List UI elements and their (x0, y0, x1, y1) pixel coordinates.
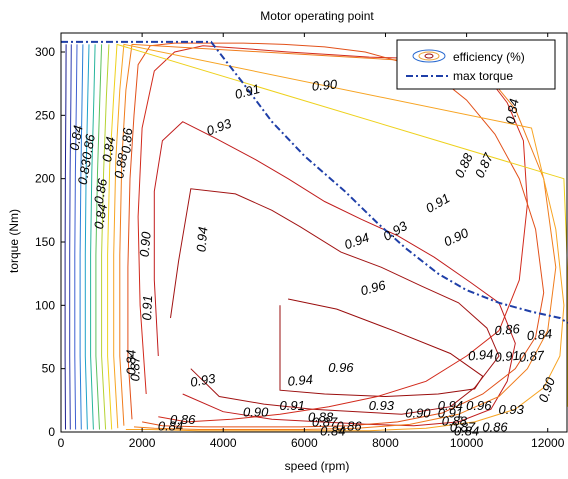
contour-label: 0.91 (280, 398, 305, 413)
contour-line (170, 188, 500, 415)
contour-label: 0.87 (127, 355, 142, 381)
contour-label: 0.94 (287, 372, 314, 389)
contour-label: 0.84 (526, 326, 553, 343)
x-tick-label: 10000 (450, 436, 484, 450)
contour-line (69, 44, 72, 430)
y-tick-label: 100 (35, 298, 55, 312)
contour-label: 0.87 (518, 348, 545, 365)
contour-label: 0.91 (233, 81, 261, 102)
y-tick-label: 200 (35, 172, 55, 186)
contour-line (74, 44, 78, 430)
contour-label: 0.91 (438, 406, 463, 421)
contour-label: 0.86 (79, 132, 98, 160)
legend-contour-icon (412, 49, 446, 63)
contour-label: 0.84 (320, 423, 345, 438)
contour-label: 0.93 (189, 371, 217, 390)
chart-title: Motor operating point (260, 9, 374, 23)
contour-line (95, 44, 103, 430)
contour-label: 0.90 (441, 225, 471, 250)
contour-label: 0.84 (503, 98, 522, 126)
contour-label: 0.90 (137, 230, 154, 257)
contour-label: 0.84 (123, 350, 138, 375)
y-tick-label: 150 (35, 235, 55, 249)
contour-label: 0.88 (308, 410, 334, 425)
axes-frame (60, 32, 568, 433)
contour-label: 0.87 (450, 420, 476, 435)
x-tick-label: 8000 (372, 436, 399, 450)
contour-line (127, 42, 545, 428)
x-tick-label: 2000 (129, 436, 156, 450)
contour-label: 0.91 (423, 190, 452, 216)
contour-label: 0.96 (359, 277, 388, 298)
contour-line (119, 43, 557, 430)
contour-label: 0.84 (67, 124, 86, 152)
contour-line (90, 44, 96, 430)
contour-label: 0.88 (111, 151, 130, 179)
contour-label: 0.94 (467, 346, 494, 363)
contour-label: 0.87 (312, 415, 338, 430)
contour-label: 0.86 (494, 321, 521, 338)
y-tick-label: 300 (35, 45, 55, 59)
contour-line (153, 121, 516, 427)
contour-label: 0.88 (451, 150, 476, 180)
contour-label: 0.90 (311, 77, 338, 94)
contour-label: 0.88 (442, 413, 468, 428)
contour-label: 0.84 (99, 136, 118, 164)
contour-line (79, 44, 84, 430)
contour-label: 0.84 (91, 203, 110, 231)
contour-label: 0.84 (158, 418, 183, 433)
y-tick-label: 250 (35, 108, 55, 122)
contour-line (101, 44, 110, 430)
contour-label: 0.93 (204, 115, 234, 138)
contour-label: 0.90 (535, 375, 558, 405)
contour-label: 0.94 (193, 226, 210, 253)
contour-label: 0.86 (91, 177, 110, 205)
contour-line (279, 298, 484, 398)
contour-label: 0.91 (139, 295, 155, 321)
contour-label: 0.86 (482, 420, 508, 435)
x-axis: 0 2000 4000 6000 8000 10000 12000 (58, 33, 565, 450)
contour-label: 0.94 (342, 230, 371, 253)
contour-labels: 0.900.910.840.930.880.870.910.94 0.93 0.90… (67, 77, 559, 439)
legend: efficiency (%) max torque (396, 39, 556, 90)
contour-line (113, 43, 565, 432)
x-tick-label: 12000 (531, 436, 565, 450)
contour-lines (64, 42, 568, 432)
x-tick-label: 0 (58, 436, 65, 450)
contour-label: 0.93 (499, 402, 525, 417)
contour-label: 0.96 (466, 398, 492, 413)
contour-label: 0.93 (369, 398, 395, 413)
legend-label-max-torque: max torque (453, 69, 513, 83)
contour-line (64, 44, 67, 430)
x-tick-label: 6000 (291, 436, 318, 450)
contour-label: 0.83 (75, 158, 94, 186)
max-torque-line (61, 40, 568, 324)
contour-label: 0.91 (494, 348, 521, 365)
legend-label-efficiency: efficiency (%) (453, 50, 525, 64)
contour-label: 0.94 (438, 398, 463, 413)
contour-label: 0.86 (118, 127, 135, 154)
contour-label: 0.86 (336, 418, 362, 433)
contour-label: 0.90 (243, 404, 269, 419)
plot-area: 0.900.910.840.930.880.870.910.94 0.93 0.90… (35, 32, 568, 450)
contour-label: 0.90 (405, 406, 431, 421)
legend-box (396, 39, 556, 90)
contour-label: 0.86 (170, 412, 196, 427)
y-tick-label: 50 (42, 362, 56, 376)
contour-line (84, 44, 90, 430)
y-tick-label: 0 (48, 425, 55, 439)
contour-label: 0.87 (472, 150, 497, 180)
x-tick-label: 4000 (210, 436, 237, 450)
contour-label: 0.96 (328, 360, 354, 375)
y-axis-label: torque (Nm) (7, 209, 21, 273)
y-axis: 0 50 100 150 200 250 300 (35, 45, 65, 439)
x-axis-label: speed (rpm) (285, 459, 350, 473)
